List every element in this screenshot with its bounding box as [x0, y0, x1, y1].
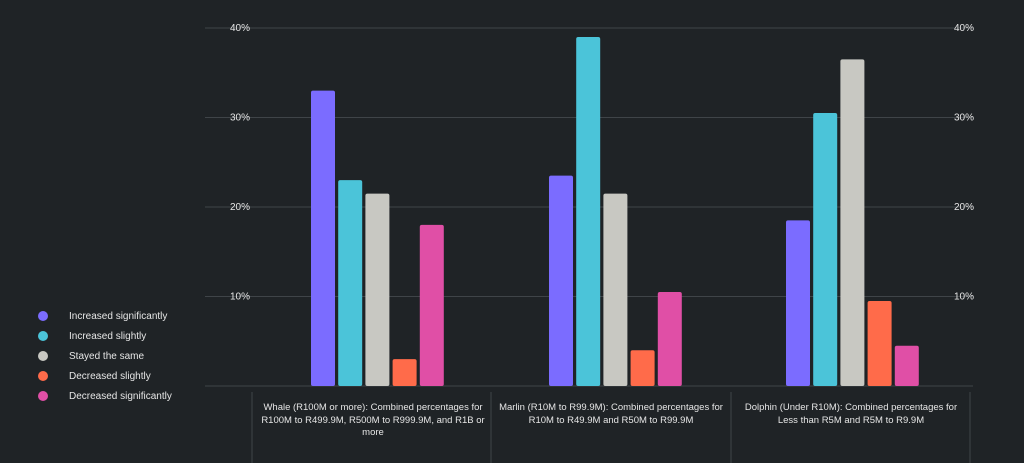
y-tick-label-left: 20% — [230, 202, 250, 213]
bar — [338, 180, 363, 386]
bar — [813, 113, 838, 387]
legend-label: Increased slightly — [69, 330, 147, 342]
y-tick-label-left: 40% — [230, 23, 250, 34]
legend-item-stayed-the-same: Stayed the same — [38, 346, 172, 366]
bar — [392, 359, 417, 386]
legend-item-increased-significantly: Increased significantly — [38, 306, 172, 326]
bar — [419, 224, 444, 386]
y-tick-label-right: 10% — [954, 292, 974, 303]
legend-swatch — [38, 331, 48, 341]
legend-item-increased-slightly: Increased slightly — [38, 326, 172, 346]
bar — [657, 292, 682, 386]
y-tick-label-left: 30% — [230, 113, 250, 124]
bar — [311, 90, 335, 387]
legend-swatch — [38, 371, 48, 381]
legend-label: Decreased slightly — [69, 370, 151, 382]
legend-swatch — [38, 391, 48, 401]
bar — [894, 345, 919, 386]
y-tick-label-right: 30% — [954, 113, 974, 124]
bar — [786, 220, 810, 386]
legend-swatch — [38, 351, 48, 361]
legend-item-decreased-significantly: Decreased significantly — [38, 386, 172, 406]
bar — [603, 193, 628, 386]
category-label-marlin: Marlin (R10M to R99.9M): Combined percen… — [499, 402, 723, 426]
legend-label: Stayed the same — [69, 350, 145, 362]
legend-label: Increased significantly — [69, 310, 168, 322]
bar — [867, 300, 892, 386]
y-tick-label-left: 10% — [230, 292, 250, 303]
bar — [365, 193, 390, 386]
category-label-dolphin: Dolphin (Under R10M): Combined percentag… — [744, 402, 958, 426]
legend-item-decreased-slightly: Decreased slightly — [38, 366, 172, 386]
bar — [630, 350, 655, 386]
y-tick-label-right: 20% — [954, 202, 974, 213]
y-tick-label-right: 40% — [954, 23, 974, 34]
legend: Increased significantly Increased slight… — [38, 306, 172, 406]
category-label-whale: Whale (R100M or more): Combined percenta… — [261, 402, 485, 438]
legend-label: Decreased significantly — [69, 390, 172, 402]
bar — [840, 59, 865, 386]
legend-swatch — [38, 311, 48, 321]
bar — [549, 175, 573, 386]
bar — [576, 36, 601, 386]
